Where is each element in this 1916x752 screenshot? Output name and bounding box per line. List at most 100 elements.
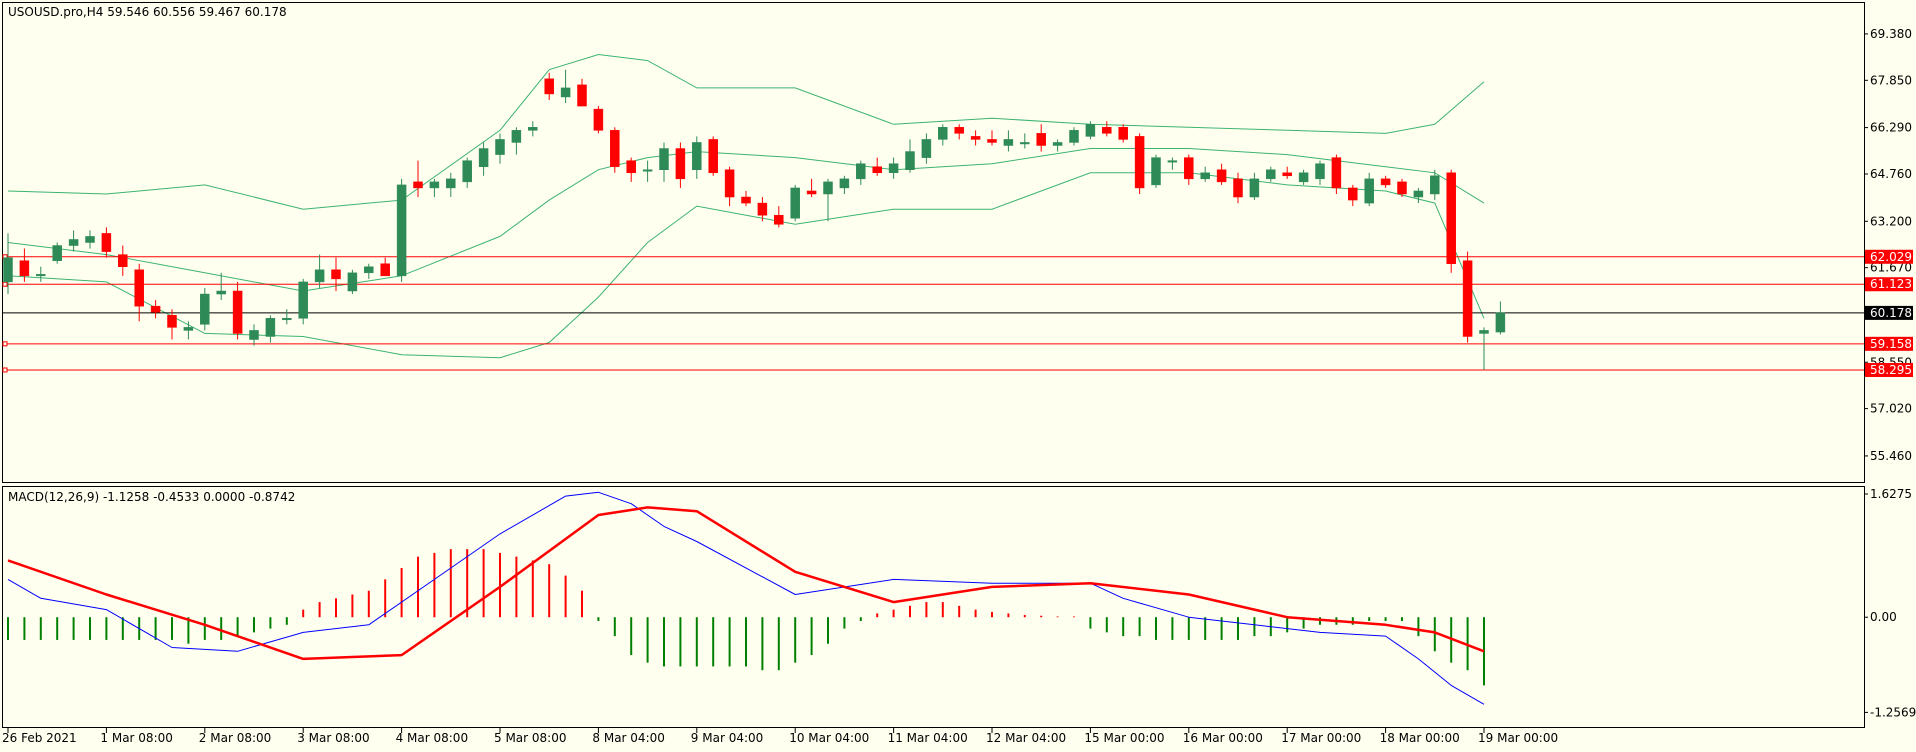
bollinger-lower-line: [7, 172, 1485, 359]
candle-body: [1118, 127, 1128, 140]
candle-body: [380, 263, 390, 277]
candle-body: [1200, 172, 1210, 180]
macd-signal-line: [7, 506, 1485, 661]
candle-body: [1134, 136, 1145, 189]
candle-body: [675, 148, 686, 180]
level-tag-label-3: 58.295: [1870, 363, 1912, 377]
level-anchor-1: [2, 281, 8, 287]
candle-body: [544, 78, 554, 95]
price-panel-frame: [2, 2, 1865, 483]
candle-body: [1216, 169, 1227, 183]
macd-main-line: [7, 491, 1485, 705]
candle-body: [1184, 157, 1194, 180]
candle-body: [1069, 130, 1079, 143]
candle-body: [216, 290, 226, 295]
candle-body: [642, 169, 653, 172]
candle-body: [429, 181, 440, 189]
candle-body: [282, 318, 292, 321]
candle-body: [577, 84, 587, 107]
price-tick-label: 69.380: [1870, 27, 1912, 41]
level-tag-2: [1865, 336, 1913, 351]
candle-body: [1020, 142, 1030, 145]
symbol-label: USOUSD.pro,H4 59.546 60.556 59.467 60.17…: [8, 5, 287, 19]
candle-body: [478, 148, 489, 167]
candle-body: [85, 236, 95, 243]
price-tick-label: 61.670: [1870, 261, 1912, 275]
candle-body: [938, 127, 948, 140]
time-tick-label: 5 Mar 08:00: [494, 731, 567, 745]
time-tick-label: 11 Mar 04:00: [888, 731, 968, 745]
candle-body: [888, 163, 899, 174]
candle-body: [1446, 172, 1456, 264]
candle-body: [872, 166, 882, 174]
time-tick-label: 12 Mar 04:00: [986, 731, 1066, 745]
candle-body: [839, 178, 850, 189]
candle-body: [1249, 178, 1260, 198]
candle-body: [1052, 142, 1063, 146]
macd-tick-label: 0.00: [1870, 610, 1897, 624]
candle-body: [954, 127, 964, 134]
candle-body: [593, 108, 604, 131]
candle-body: [68, 239, 79, 246]
candle-body: [1331, 157, 1342, 189]
candle-body: [364, 266, 374, 274]
macd-tick-label: -1.2569: [1870, 705, 1916, 719]
price-tick-label: 66.290: [1870, 121, 1912, 135]
price-tick-label: 67.850: [1870, 73, 1912, 87]
current-price-tag: [1865, 305, 1913, 320]
current-price-tag-label: 60.178: [1870, 306, 1912, 320]
candle-body: [921, 139, 932, 158]
price-tick-label: 55.460: [1870, 449, 1912, 463]
candle-body: [610, 130, 620, 167]
candle-body: [560, 87, 571, 98]
level-anchor-2: [2, 341, 8, 347]
candle-body: [1413, 190, 1424, 198]
time-tick-label: 19 Mar 00:00: [1478, 731, 1558, 745]
time-tick-label: 2 Mar 08:00: [199, 731, 271, 745]
candle-body: [757, 202, 768, 216]
candle-body: [347, 272, 358, 292]
candle-body: [626, 160, 636, 174]
time-tick-label: 26 Feb 2021: [2, 731, 77, 745]
time-tick-label: 8 Mar 04:00: [592, 731, 665, 745]
time-tick-label: 1 Mar 08:00: [100, 731, 172, 745]
candle-body: [970, 136, 981, 140]
time-tick-label: 9 Mar 04:00: [691, 731, 764, 745]
level-tag-label-1: 61.123: [1870, 277, 1912, 291]
candle-body: [298, 281, 308, 319]
candle-body: [1266, 169, 1276, 180]
candle-body: [1380, 178, 1391, 186]
candle-body: [1167, 160, 1178, 163]
candle-body: [823, 181, 833, 195]
candle-body: [446, 178, 456, 189]
level-tag-0: [1865, 249, 1913, 264]
time-tick-label: 3 Mar 08:00: [297, 731, 370, 745]
candle-body: [101, 233, 112, 252]
candle-body: [1233, 178, 1243, 198]
candle-body: [511, 130, 522, 143]
candle-body: [413, 181, 423, 189]
candle-body: [167, 315, 177, 328]
candle-body: [1495, 312, 1506, 333]
candle-body: [134, 269, 144, 307]
candle-body: [265, 318, 276, 337]
candle-body: [1479, 330, 1489, 334]
candle-body: [3, 257, 13, 283]
candle-body: [1282, 172, 1292, 177]
candle-body: [495, 139, 505, 155]
time-tick-label: 15 Mar 00:00: [1084, 731, 1164, 745]
candle-body: [806, 190, 817, 195]
time-tick-label: 10 Mar 04:00: [789, 731, 869, 745]
candle-body: [774, 214, 784, 225]
candle-body: [659, 148, 669, 170]
candle-body: [1364, 178, 1374, 204]
time-tick-label: 4 Mar 08:00: [396, 731, 469, 745]
candle-body: [314, 269, 325, 283]
candle-body: [232, 290, 243, 334]
level-tag-label-2: 59.158: [1870, 337, 1912, 351]
level-anchor-3: [2, 367, 8, 373]
time-tick-label: 16 Mar 00:00: [1183, 731, 1263, 745]
candle-body: [249, 330, 259, 340]
